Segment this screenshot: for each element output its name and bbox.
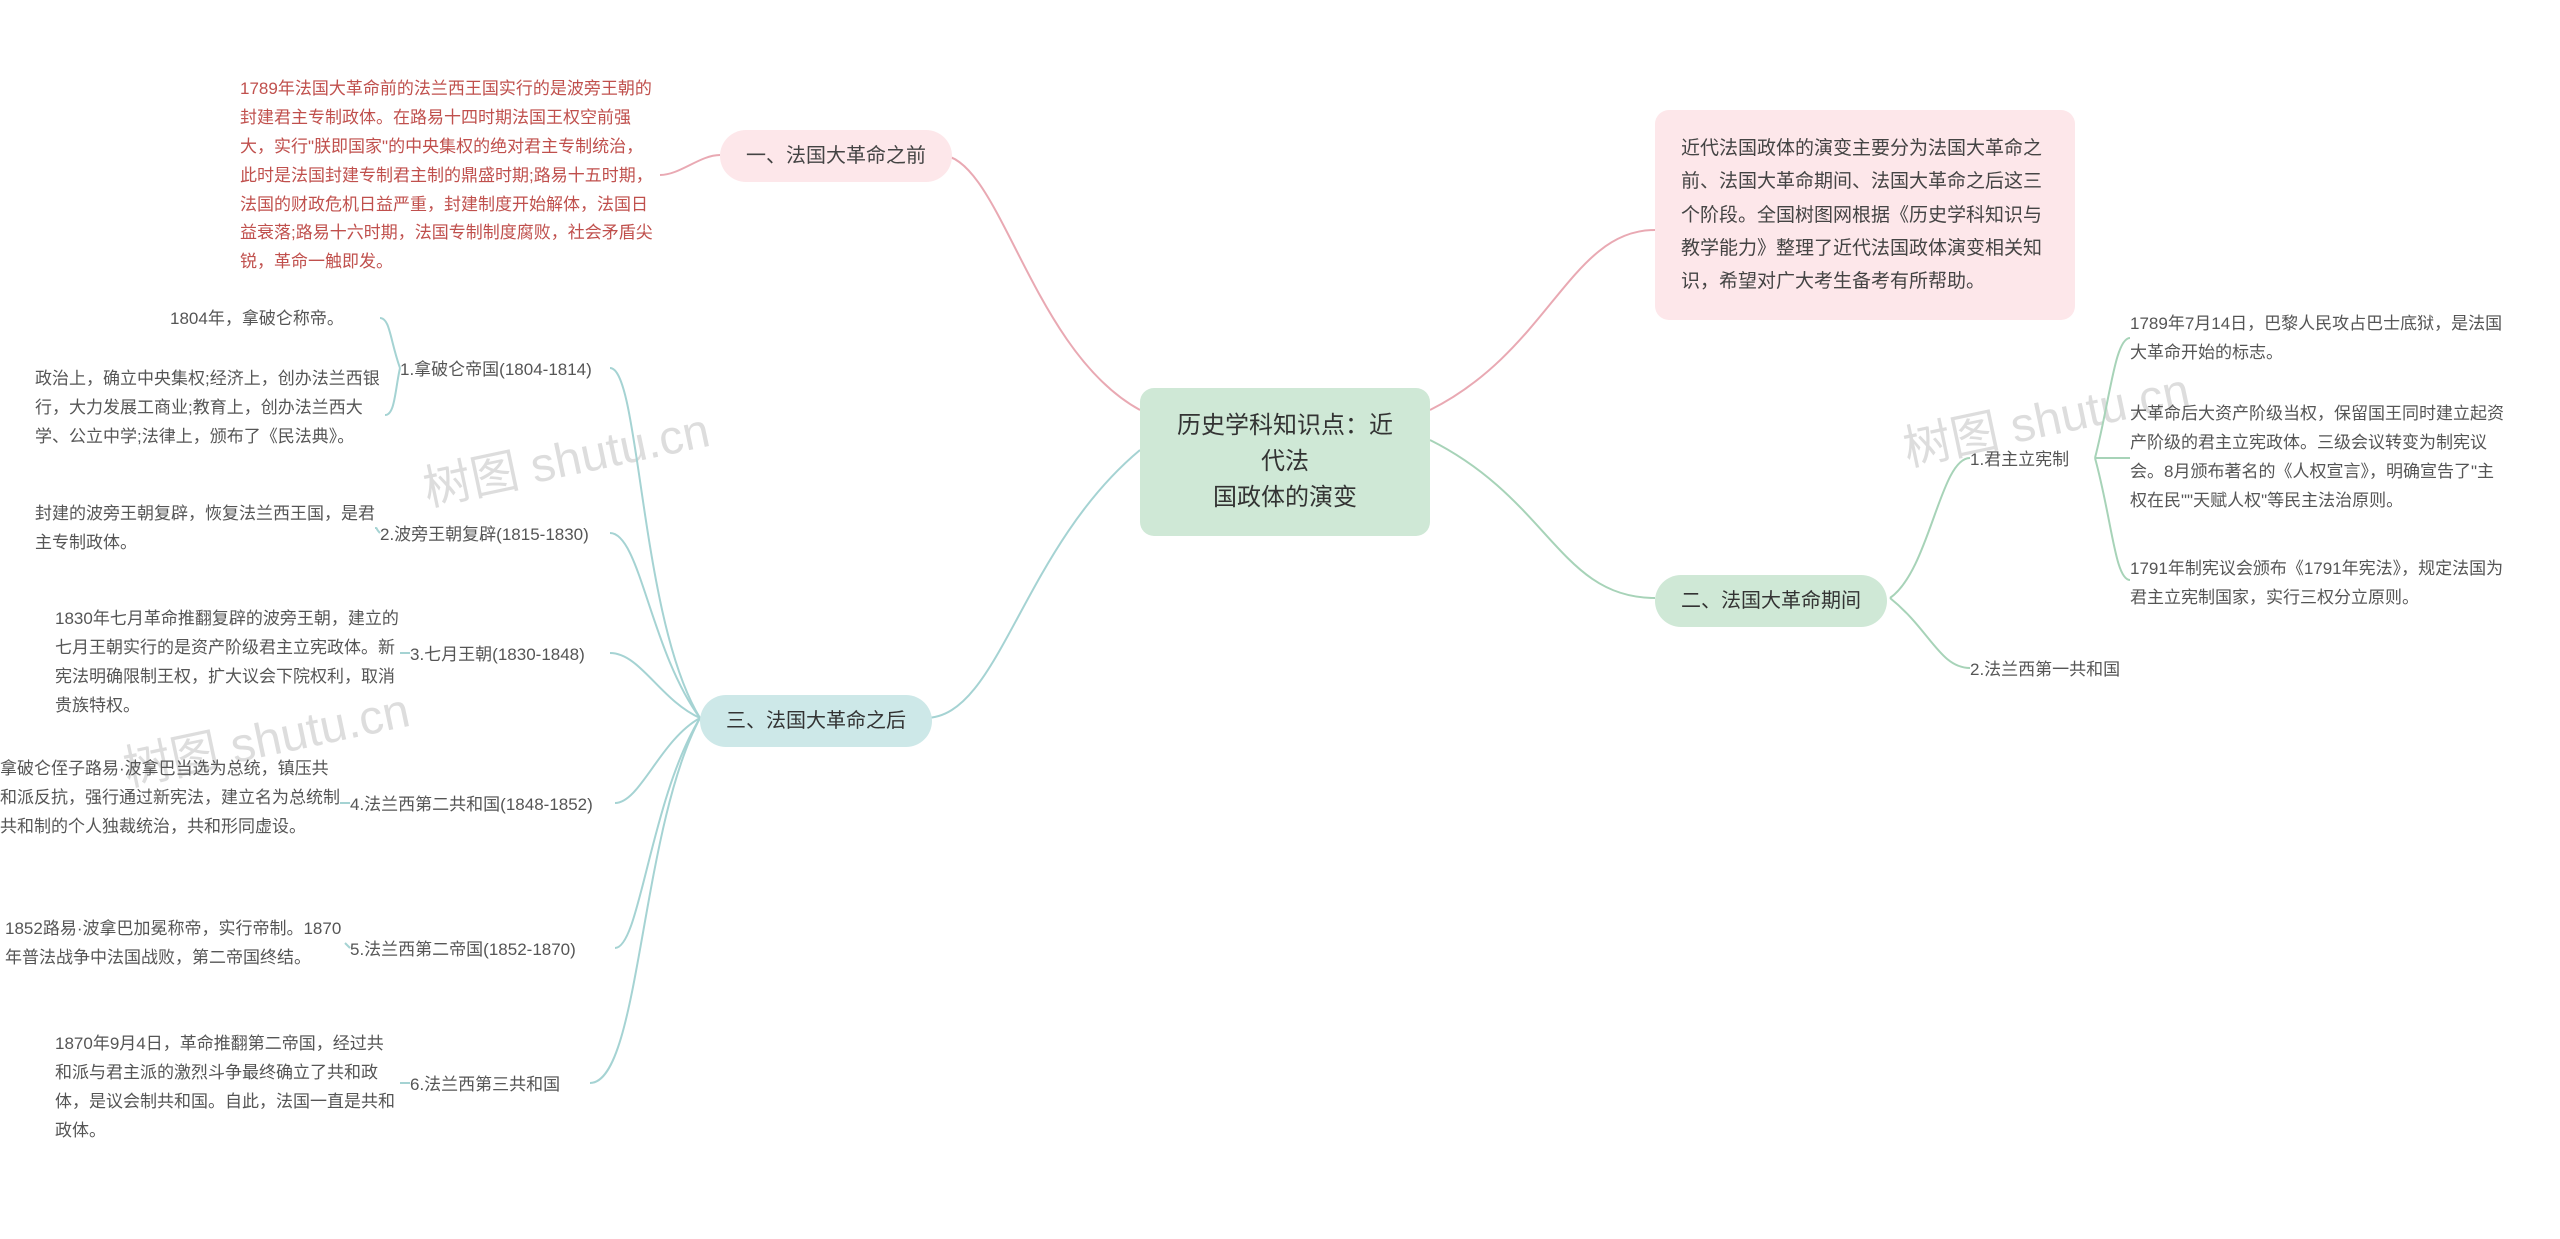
branch-3-sub3-t1: 1830年七月革命推翻复辟的波旁王朝，建立的七月王朝实行的是资产阶级君主立宪政体… <box>55 605 400 721</box>
branch-3-sub5[interactable]: 5.法兰西第二帝国(1852-1870) <box>350 935 576 960</box>
branch-3-sub4[interactable]: 4.法兰西第二共和国(1848-1852) <box>350 790 593 815</box>
branch-3-pill[interactable]: 三、法国大革命之后 <box>700 695 932 747</box>
branch-3-sub5-t1: 1852路易·波拿巴加冕称帝，实行帝制。1870年普法战争中法国战败，第二帝国终… <box>5 915 345 973</box>
center-title-line2: 国政体的演变 <box>1170 480 1400 516</box>
branch-3-sub3[interactable]: 3.七月王朝(1830-1848) <box>410 640 585 665</box>
branch-3-sub1[interactable]: 1.拿破仑帝国(1804-1814) <box>400 355 592 380</box>
branch-3-sub6-t1: 1870年9月4日，革命推翻第二帝国，经过共和派与君主派的激烈斗争最终确立了共和… <box>55 1030 400 1146</box>
branch-2-sub1-t2: 大革命后大资产阶级当权，保留国王同时建立起资产阶级的君主立宪政体。三级会议转变为… <box>2130 400 2510 516</box>
branch-2-sub1[interactable]: 1.君主立宪制 <box>1970 445 2069 470</box>
watermark: 树图 shutu.cn <box>416 391 715 520</box>
branch-3-sub2[interactable]: 2.波旁王朝复辟(1815-1830) <box>380 520 589 545</box>
branch-1-pill[interactable]: 一、法国大革命之前 <box>720 130 952 182</box>
branch-1-text: 1789年法国大革命前的法兰西王国实行的是波旁王朝的封建君主专制政体。在路易十四… <box>240 75 660 277</box>
branch-3-sub1-t1: 1804年，拿破仑称帝。 <box>170 305 380 334</box>
center-node[interactable]: 历史学科知识点：近代法 国政体的演变 <box>1140 388 1430 536</box>
branch-2-sub2[interactable]: 2.法兰西第一共和国 <box>1970 655 2120 680</box>
branch-2-sub1-t1: 1789年7月14日，巴黎人民攻占巴士底狱，是法国大革命开始的标志。 <box>2130 310 2510 368</box>
branch-2-pill[interactable]: 二、法国大革命期间 <box>1655 575 1887 627</box>
center-title-line1: 历史学科知识点：近代法 <box>1170 408 1400 480</box>
branch-3-sub1-t2: 政治上，确立中央集权;经济上，创办法兰西银行，大力发展工商业;教育上，创办法兰西… <box>35 365 385 452</box>
branch-2-sub1-t3: 1791年制宪议会颁布《1791年宪法》，规定法国为君主立宪制国家，实行三权分立… <box>2130 555 2510 613</box>
description-box: 近代法国政体的演变主要分为法国大革命之前、法国大革命期间、法国大革命之后这三个阶… <box>1655 110 2075 320</box>
branch-3-sub6[interactable]: 6.法兰西第三共和国 <box>410 1070 560 1095</box>
branch-3-sub4-t1: 拿破仑侄子路易·波拿巴当选为总统，镇压共和派反抗，强行通过新宪法，建立名为总统制… <box>0 755 340 842</box>
branch-3-sub2-t1: 封建的波旁王朝复辟，恢复法兰西王国，是君主专制政体。 <box>35 500 375 558</box>
